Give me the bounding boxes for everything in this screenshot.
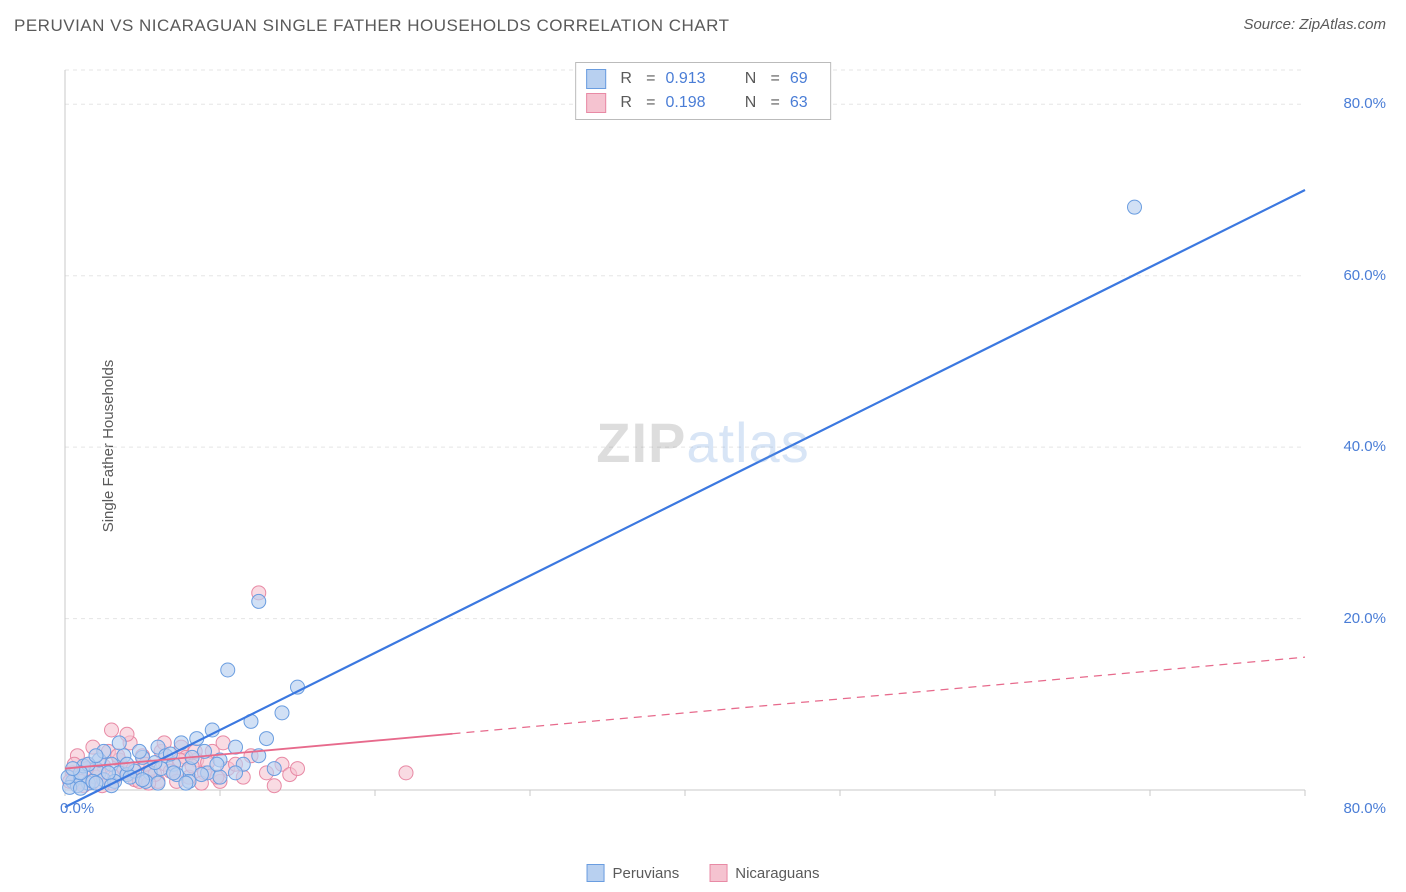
r-label: R	[616, 70, 636, 88]
r-label: R	[616, 94, 636, 112]
r-value: 0.198	[666, 94, 721, 112]
legend-item: Peruvians	[587, 864, 680, 882]
y-tick-label: 80.0%	[1343, 95, 1386, 112]
correlation-row: R= 0.913 N= 69	[586, 67, 820, 91]
legend-label: Peruvians	[613, 865, 680, 882]
r-value: 0.913	[666, 70, 721, 88]
x-max-label: 80.0%	[1343, 800, 1386, 817]
scatter-svg	[55, 60, 1385, 830]
n-value: 63	[790, 94, 820, 112]
chart-source: Source: ZipAtlas.com	[1243, 16, 1386, 33]
legend-swatch	[586, 93, 606, 113]
legend-swatch	[709, 864, 727, 882]
chart-container: PERUVIAN VS NICARAGUAN SINGLE FATHER HOU…	[0, 0, 1406, 892]
y-tick-label: 40.0%	[1343, 438, 1386, 455]
plot-area	[55, 60, 1385, 830]
chart-title: PERUVIAN VS NICARAGUAN SINGLE FATHER HOU…	[14, 16, 729, 36]
n-value: 69	[790, 70, 820, 88]
correlation-legend: R= 0.913 N= 69 R= 0.198 N= 63	[575, 62, 831, 120]
legend-swatch	[587, 864, 605, 882]
y-tick-label: 60.0%	[1343, 267, 1386, 284]
legend-swatch	[586, 69, 606, 89]
n-label: N	[741, 70, 761, 88]
x-min-label: 0.0%	[60, 800, 94, 817]
correlation-row: R= 0.198 N= 63	[586, 91, 820, 115]
legend-item: Nicaraguans	[709, 864, 819, 882]
legend-label: Nicaraguans	[735, 865, 819, 882]
series-legend: Peruvians Nicaraguans	[587, 864, 820, 882]
y-tick-label: 20.0%	[1343, 610, 1386, 627]
n-label: N	[741, 94, 761, 112]
